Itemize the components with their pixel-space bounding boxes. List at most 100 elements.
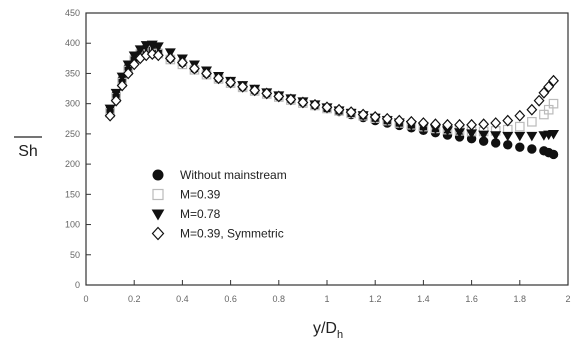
data-point [514,131,526,142]
data-point [176,56,188,69]
legend-label: M=0.39, Symmetric [180,227,284,241]
data-point [249,84,261,97]
data-point [110,88,122,99]
data-point [502,114,514,127]
data-point [164,52,176,65]
x-tick-label: 1.4 [417,294,430,304]
data-point [430,118,441,131]
x-axis-label: y/D [313,320,337,337]
data-point [189,62,200,75]
x-tick-label: 0.6 [224,294,237,304]
y-tick-label: 0 [75,280,80,290]
data-point [405,115,417,128]
data-point [152,49,164,62]
y-tick-label: 150 [65,189,80,199]
data-point [503,140,513,150]
data-point [110,94,122,107]
data-point [548,130,560,140]
data-point [514,121,525,132]
legend-marker [151,209,165,221]
data-point [261,87,273,100]
data-point [478,118,490,131]
y-tick-label: 400 [65,38,80,48]
data-point [454,118,465,131]
data-point [490,131,502,141]
data-point [466,118,478,131]
y-axis-ticks: 0 50 100 150 200 250 300 350 400 450 [65,8,91,290]
y-axis-label: Sh [18,143,38,160]
data-point [140,41,152,51]
data-point [333,103,345,116]
x-tick-label: 0 [83,294,88,304]
data-point [533,94,545,107]
legend-marker [151,226,165,241]
data-point [478,130,490,141]
legend-label: M=0.78 [180,207,221,221]
legend-label: M=0.39 [180,188,221,202]
data-point [225,76,237,89]
data-point [543,104,554,115]
x-axis-label-subscript: h [337,329,343,341]
data-point [417,117,429,129]
data-point [237,80,249,93]
x-tick-label: 0.2 [128,294,141,304]
data-point [526,131,538,142]
data-point [345,106,357,119]
legend-marker [152,169,164,181]
data-point [285,93,297,106]
data-point [548,149,559,160]
x-tick-label: 1.6 [465,294,478,304]
data-point [538,86,550,99]
data-point [201,67,212,80]
series-4 [104,48,559,131]
legend: Without mainstream M=0.39 M=0.78 M=0.39, Sy… [151,168,287,241]
x-axis-title: y/Dh [313,320,343,341]
data-point [527,116,537,127]
data-point [393,114,405,127]
data-point [116,79,128,92]
y-tick-label: 300 [65,99,80,109]
data-point [146,48,158,61]
y-axis-title: Sh [14,136,42,160]
data-point [357,108,369,121]
x-tick-label: 1 [324,294,329,304]
legend-marker [152,188,164,201]
y-tick-label: 50 [70,250,80,260]
x-tick-label: 2 [565,294,570,304]
data-point [309,98,321,111]
data-points [104,40,560,160]
data-point [548,98,559,109]
data-point [502,131,514,142]
y-tick-label: 200 [65,159,80,169]
data-point [152,42,164,52]
data-point [548,74,559,87]
data-point [128,51,140,61]
data-point [539,109,549,120]
x-tick-label: 1.2 [369,294,382,304]
x-tick-label: 1.8 [514,294,527,304]
y-tick-label: 100 [65,220,80,230]
data-point [527,144,537,154]
x-tick-label: 0.4 [176,294,189,304]
data-point [321,101,333,114]
data-point [297,96,309,109]
y-tick-label: 450 [65,8,80,18]
x-tick-label: 0.8 [273,294,286,304]
data-point [381,112,393,125]
x-axis-ticks: 0 0.2 0.4 0.6 0.8 1 1.2 1.4 1.6 1.8 2 [83,280,571,304]
data-point [514,109,526,122]
data-point [442,118,453,131]
data-point [369,111,381,123]
data-point [543,80,555,93]
y-tick-label: 350 [65,68,80,78]
data-point [104,104,116,115]
data-point [273,90,285,103]
data-point [213,72,224,85]
data-point [134,45,146,55]
data-point [104,109,116,122]
data-point [490,117,502,129]
y-tick-label: 250 [65,129,80,139]
data-point [515,142,525,152]
data-point [526,103,538,116]
